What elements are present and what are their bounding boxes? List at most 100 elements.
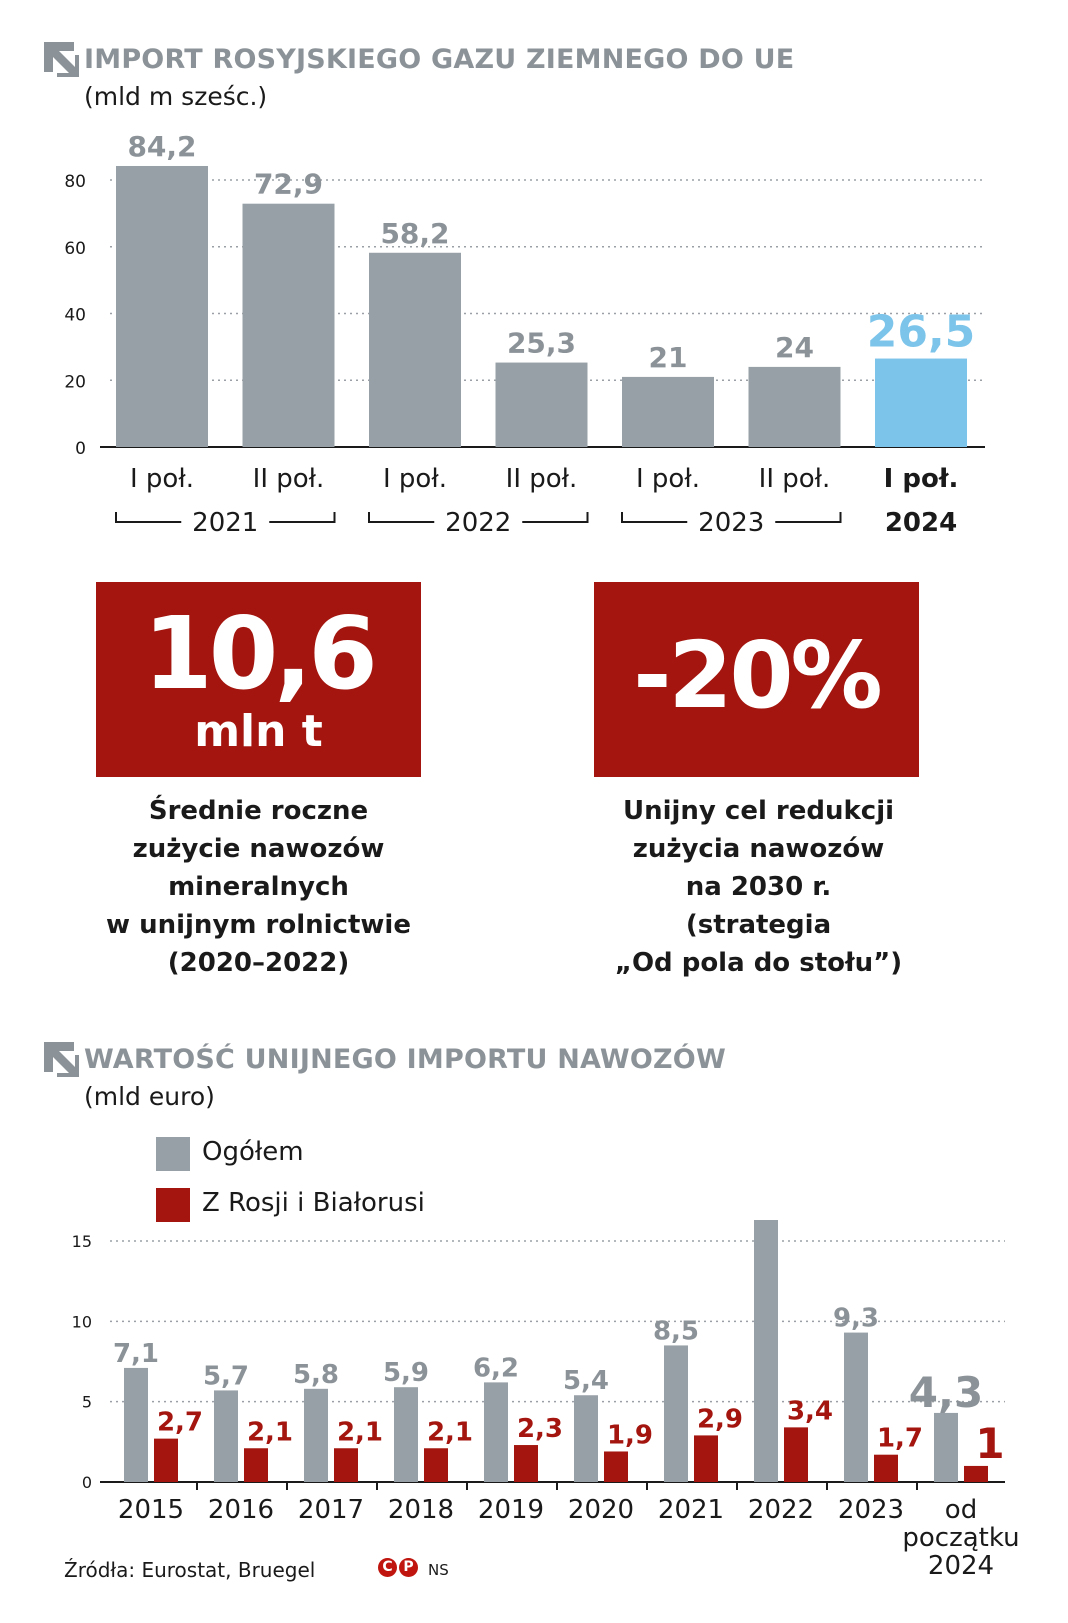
legend-label-russia-belarus: Z Rosji i Białorusi — [202, 1188, 425, 1218]
desc-line: mineralnych — [168, 872, 349, 902]
russia-belarus-bar — [874, 1454, 898, 1482]
russia-belarus-value-label: 1,9 — [607, 1420, 653, 1450]
legend-label-total: Ogółem — [202, 1137, 304, 1167]
total-value-label: 8,5 — [653, 1316, 699, 1346]
source-note: Źródła: Eurostat, Bruegel — [64, 1558, 316, 1582]
russia-belarus-bar — [514, 1445, 538, 1482]
publisher-logo-p-icon: P — [399, 1558, 418, 1577]
x-category-label: 2018 — [388, 1495, 454, 1525]
gas-bar — [748, 366, 841, 447]
fertilizer-usage-unit: mln t — [194, 706, 323, 757]
total-bar — [124, 1367, 148, 1482]
x-group-label: 2023 — [698, 508, 764, 538]
russia-belarus-bar — [604, 1451, 628, 1482]
total-bar — [304, 1388, 328, 1482]
y-tick-label: 10 — [72, 1312, 92, 1331]
total-value-label: 6,2 — [473, 1353, 519, 1383]
reduction-target-box: -20% — [594, 582, 919, 777]
gas-chart-title: IMPORT ROSYJSKIEGO GAZU ZIEMNEGO DO UE — [84, 44, 795, 75]
total-value-label: 5,9 — [383, 1358, 429, 1388]
russia-belarus-value-label: 2,9 — [697, 1404, 743, 1434]
russia-belarus-value-label: 2,1 — [247, 1417, 293, 1447]
russia-belarus-value-label: 2,3 — [517, 1414, 563, 1444]
russia-belarus-value-label: 2,1 — [427, 1417, 473, 1447]
total-bar — [394, 1387, 418, 1482]
fertilizer-chart-title: WARTOŚĆ UNIJNEGO IMPORTU NAWOZÓW — [84, 1044, 726, 1075]
russia-belarus-value-label: 3,4 — [787, 1396, 833, 1426]
arrow-down-right-icon — [44, 1042, 79, 1077]
author-initials: NS — [428, 1561, 449, 1579]
desc-line: Unijny cel redukcji — [622, 796, 895, 826]
x-category-label: II poł. — [759, 464, 831, 494]
group-bracket-left — [621, 512, 688, 523]
total-value-label: 4,3 — [909, 1368, 983, 1417]
desc-line: w unijnym rolnictwie — [106, 910, 411, 940]
reduction-target-description: Unijny cel redukcji zużycia nawozów na 2… — [566, 792, 951, 982]
gas-bar — [116, 165, 208, 448]
x-category-label: od — [945, 1495, 977, 1525]
gas-value-label: 72,9 — [254, 168, 323, 201]
group-bracket-left — [368, 512, 435, 523]
x-category-label: 2019 — [478, 1495, 544, 1525]
desc-line: zużycia nawozów — [632, 834, 885, 864]
russia-belarus-value-label: 2,1 — [337, 1417, 383, 1447]
desc-line: na 2030 r. — [685, 872, 832, 902]
russia-belarus-bar — [154, 1438, 178, 1482]
x-category-label: 2017 — [298, 1495, 364, 1525]
desc-line: zużycie nawozów — [132, 834, 385, 864]
gas-value-label: 26,5 — [867, 307, 976, 358]
y-tick-label: 60 — [64, 239, 86, 259]
gas-chart-unit: (mld m sześc.) — [84, 82, 268, 111]
x-category-label: 2023 — [838, 1495, 904, 1525]
russia-belarus-bar — [244, 1448, 268, 1482]
y-tick-label: 0 — [75, 439, 86, 459]
gas-value-label: 58,2 — [380, 217, 449, 250]
russia-belarus-bar — [964, 1465, 988, 1482]
gas-value-label: 21 — [649, 341, 688, 374]
desc-line: (strategia — [685, 910, 832, 940]
total-bar — [844, 1332, 868, 1482]
total-value-label: 5,8 — [293, 1360, 339, 1390]
x-category-label: I poł. — [383, 464, 447, 494]
gas-import-chart: 0 20 40 60 80 84,2 I poł. 72,9 II poł. 58,2 I poł.… — [64, 130, 985, 538]
y-tick-label: 0 — [82, 1473, 92, 1492]
desc-line: (2020–2022) — [167, 948, 350, 978]
gas-value-label: 84,2 — [127, 130, 196, 163]
x-category-label: początku — [902, 1523, 1019, 1553]
russia-belarus-value-label: 1,7 — [877, 1424, 923, 1454]
x-group-label: 2022 — [445, 508, 511, 538]
gas-bar — [622, 376, 714, 447]
desc-line: Średnie roczne — [148, 796, 369, 826]
x-category-label: I poł. — [636, 464, 700, 494]
gas-bar — [495, 362, 588, 447]
total-bar — [574, 1395, 598, 1482]
gas-bar — [369, 252, 461, 447]
fertilizer-usage-value: 10,6 — [143, 595, 378, 712]
x-category-label: 2015 — [118, 1495, 184, 1525]
total-bar — [664, 1345, 688, 1482]
legend-swatch-total — [156, 1137, 190, 1171]
x-category-label: II poł. — [253, 464, 325, 494]
legend-swatch-russia-belarus — [156, 1188, 190, 1222]
group-bracket-left — [115, 512, 182, 523]
total-bar — [754, 1220, 778, 1482]
y-tick-label: 20 — [64, 372, 86, 392]
publisher-logo-c-icon: C — [378, 1558, 397, 1577]
desc-line: „Od pola do stołu”) — [614, 948, 903, 978]
total-bar — [934, 1412, 958, 1482]
russia-belarus-bar — [424, 1448, 448, 1482]
x-category-label: II poł. — [506, 464, 578, 494]
x-category-label: 2022 — [748, 1495, 814, 1525]
x-category-label: I poł. — [130, 464, 194, 494]
x-group-label: 2024 — [885, 508, 957, 538]
y-tick-label: 40 — [64, 306, 86, 326]
gas-bar — [875, 358, 967, 447]
total-value-label: 9,3 — [833, 1304, 879, 1334]
group-bracket-right — [269, 512, 336, 523]
russia-belarus-bar — [334, 1448, 358, 1482]
gas-value-label: 25,3 — [507, 327, 576, 360]
russia-belarus-bar — [694, 1435, 718, 1482]
gas-bar — [242, 203, 335, 447]
reduction-target-value: -20% — [633, 622, 882, 729]
x-category-label: 2021 — [658, 1495, 724, 1525]
